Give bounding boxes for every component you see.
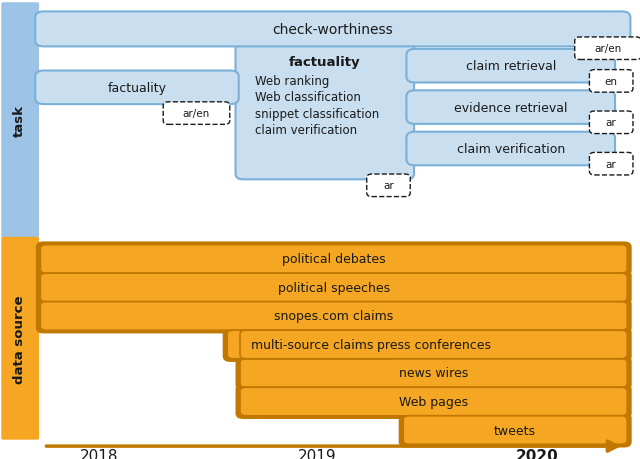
Text: multi-source claims: multi-source claims bbox=[251, 338, 373, 351]
FancyBboxPatch shape bbox=[236, 327, 632, 362]
Text: factuality: factuality bbox=[289, 56, 360, 68]
Text: 2019: 2019 bbox=[298, 448, 336, 459]
Text: Web ranking: Web ranking bbox=[255, 75, 329, 88]
Text: ar: ar bbox=[606, 159, 616, 169]
FancyBboxPatch shape bbox=[240, 330, 627, 359]
Text: claim retrieval: claim retrieval bbox=[465, 60, 556, 73]
FancyBboxPatch shape bbox=[36, 242, 632, 277]
Text: check-worthiness: check-worthiness bbox=[273, 23, 393, 37]
FancyBboxPatch shape bbox=[406, 132, 615, 166]
FancyBboxPatch shape bbox=[36, 299, 632, 334]
Text: evidence retrieval: evidence retrieval bbox=[454, 101, 568, 114]
FancyBboxPatch shape bbox=[406, 50, 615, 84]
Text: claim verification: claim verification bbox=[255, 123, 357, 136]
FancyBboxPatch shape bbox=[223, 327, 401, 362]
FancyBboxPatch shape bbox=[240, 387, 627, 416]
FancyBboxPatch shape bbox=[589, 112, 633, 134]
Text: en: en bbox=[605, 77, 618, 87]
FancyBboxPatch shape bbox=[589, 153, 633, 175]
FancyBboxPatch shape bbox=[35, 71, 239, 105]
FancyBboxPatch shape bbox=[240, 359, 627, 387]
Text: claim verification: claim verification bbox=[456, 143, 565, 156]
Text: Web pages: Web pages bbox=[399, 395, 468, 408]
FancyBboxPatch shape bbox=[227, 330, 397, 359]
Text: ar: ar bbox=[606, 118, 616, 128]
Text: task: task bbox=[13, 105, 26, 137]
Text: political speeches: political speeches bbox=[278, 281, 390, 294]
Text: ar/en: ar/en bbox=[595, 44, 621, 54]
FancyBboxPatch shape bbox=[236, 384, 632, 419]
FancyBboxPatch shape bbox=[406, 91, 615, 124]
FancyBboxPatch shape bbox=[40, 274, 627, 302]
Text: factuality: factuality bbox=[108, 82, 166, 95]
FancyBboxPatch shape bbox=[163, 102, 230, 125]
FancyBboxPatch shape bbox=[35, 12, 630, 47]
FancyBboxPatch shape bbox=[399, 413, 632, 448]
FancyBboxPatch shape bbox=[1, 237, 39, 440]
Text: press conferences: press conferences bbox=[376, 338, 491, 351]
FancyBboxPatch shape bbox=[367, 174, 410, 197]
FancyBboxPatch shape bbox=[40, 245, 627, 274]
FancyBboxPatch shape bbox=[236, 356, 632, 391]
Text: ar/en: ar/en bbox=[183, 109, 210, 119]
Text: 2018: 2018 bbox=[80, 448, 118, 459]
FancyBboxPatch shape bbox=[40, 302, 627, 330]
FancyBboxPatch shape bbox=[1, 3, 39, 238]
FancyBboxPatch shape bbox=[575, 38, 640, 60]
Text: Web classification: Web classification bbox=[255, 91, 360, 104]
Text: political debates: political debates bbox=[282, 253, 385, 266]
Text: 2020: 2020 bbox=[516, 448, 559, 459]
Text: data source: data source bbox=[13, 295, 26, 383]
Text: ar: ar bbox=[383, 181, 394, 191]
Text: tweets: tweets bbox=[494, 424, 536, 437]
FancyBboxPatch shape bbox=[36, 270, 632, 305]
FancyBboxPatch shape bbox=[236, 40, 414, 180]
Text: snippet classification: snippet classification bbox=[255, 107, 379, 120]
FancyBboxPatch shape bbox=[403, 416, 627, 444]
Text: snopes.com claims: snopes.com claims bbox=[274, 310, 394, 323]
FancyBboxPatch shape bbox=[589, 70, 633, 93]
Text: news wires: news wires bbox=[399, 367, 468, 380]
